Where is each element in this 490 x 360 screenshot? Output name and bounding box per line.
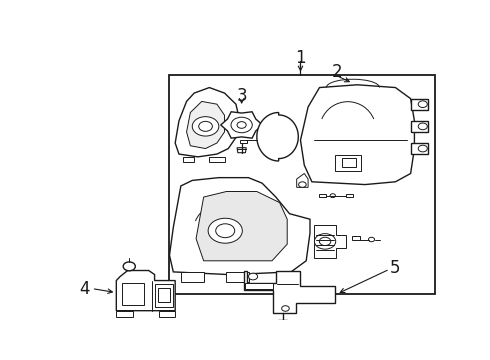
Circle shape [368, 237, 374, 242]
Polygon shape [244, 270, 335, 314]
Polygon shape [237, 148, 246, 153]
Circle shape [319, 237, 331, 246]
Circle shape [330, 194, 336, 198]
Polygon shape [183, 157, 194, 162]
Circle shape [123, 262, 135, 271]
Text: 3: 3 [236, 87, 247, 105]
Polygon shape [187, 102, 224, 149]
Polygon shape [314, 225, 346, 258]
Text: 2: 2 [331, 63, 342, 81]
Bar [240, 140, 246, 143]
Circle shape [199, 121, 212, 131]
Circle shape [315, 234, 336, 249]
Bar [155, 284, 173, 307]
Polygon shape [196, 192, 287, 261]
Text: 5: 5 [390, 259, 401, 277]
Circle shape [208, 218, 243, 243]
Circle shape [237, 122, 246, 128]
Circle shape [231, 117, 252, 133]
Bar [335, 156, 361, 171]
Circle shape [418, 145, 427, 152]
Circle shape [216, 224, 235, 238]
Bar [170, 75, 435, 294]
Bar [245, 283, 273, 289]
Circle shape [418, 101, 427, 108]
Bar [116, 311, 133, 317]
Polygon shape [181, 272, 204, 282]
Circle shape [248, 273, 258, 280]
Bar [157, 288, 171, 302]
Circle shape [298, 182, 306, 187]
Polygon shape [220, 112, 263, 138]
Polygon shape [175, 87, 240, 157]
Bar [411, 143, 428, 154]
Bar [411, 121, 428, 132]
Polygon shape [170, 177, 310, 275]
Polygon shape [116, 270, 175, 311]
Text: 1: 1 [295, 49, 306, 67]
Polygon shape [300, 85, 415, 185]
Circle shape [192, 117, 219, 136]
Polygon shape [226, 272, 249, 282]
Bar [319, 194, 326, 197]
Bar [346, 194, 353, 197]
Circle shape [282, 306, 289, 311]
Polygon shape [209, 157, 224, 162]
Circle shape [418, 123, 427, 130]
Text: 4: 4 [79, 279, 89, 297]
Bar [352, 236, 360, 240]
Polygon shape [297, 174, 308, 187]
Bar [122, 283, 145, 305]
Bar [411, 99, 428, 110]
Bar [159, 311, 175, 317]
Polygon shape [257, 112, 298, 161]
Bar [342, 158, 356, 167]
